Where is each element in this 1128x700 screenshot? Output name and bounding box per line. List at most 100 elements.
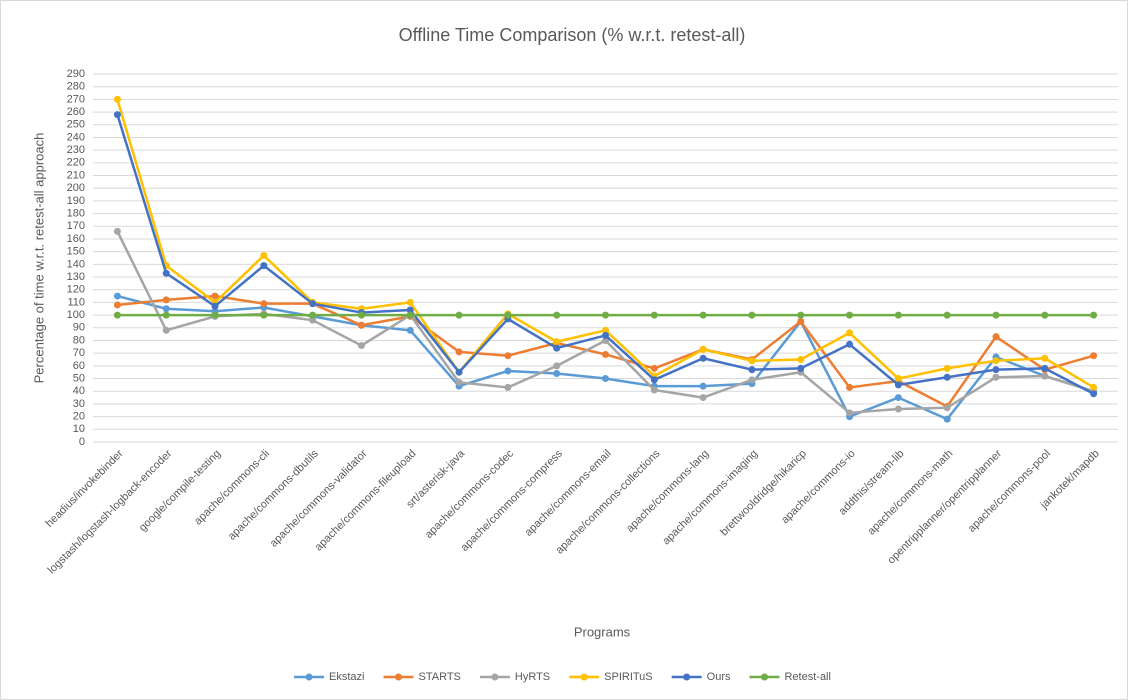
point-marker [113, 292, 121, 300]
point-marker [211, 311, 219, 319]
point-marker [406, 306, 414, 314]
point-marker [406, 298, 414, 306]
y-tick-label: 240 [67, 131, 85, 143]
point-marker [846, 340, 854, 348]
y-tick-label: 90 [73, 322, 85, 334]
point-marker [748, 366, 756, 374]
y-tick-label: 50 [73, 372, 85, 384]
y-tick-label: 230 [67, 144, 85, 156]
point-marker [1090, 390, 1098, 398]
point-marker [894, 394, 902, 402]
point-marker [602, 311, 609, 319]
y-tick-label: 0 [79, 436, 85, 448]
point-marker [650, 386, 658, 394]
point-marker [602, 331, 609, 339]
point-marker [992, 373, 1000, 381]
point-marker [455, 348, 463, 356]
y-tick-label: 70 [73, 347, 85, 359]
point-marker [113, 311, 121, 319]
legend-label: Ours [707, 671, 731, 683]
legend-label: Ekstazi [329, 671, 364, 683]
legend-marker [683, 673, 691, 681]
point-marker [602, 326, 609, 334]
point-marker [113, 227, 121, 235]
point-marker [357, 342, 365, 350]
point-marker [943, 373, 951, 381]
point-marker [797, 311, 805, 319]
point-marker [894, 311, 902, 319]
y-tick-label: 290 [67, 68, 85, 80]
legend-marker [395, 673, 403, 681]
point-marker [504, 383, 512, 391]
point-marker [894, 381, 902, 389]
point-marker [1041, 372, 1049, 380]
point-marker [602, 375, 609, 383]
y-tick-label: 100 [67, 309, 85, 321]
point-marker [846, 383, 854, 391]
point-marker [797, 364, 805, 372]
point-marker [699, 394, 707, 402]
legend-label: STARTS [419, 671, 461, 683]
point-marker [602, 336, 609, 344]
y-tick-label: 80 [73, 334, 85, 346]
point-marker [1041, 364, 1049, 372]
point-marker [748, 357, 756, 365]
point-marker [1090, 352, 1098, 360]
y-tick-label: 190 [67, 195, 85, 207]
point-marker [162, 305, 170, 313]
y-tick-label: 60 [73, 360, 85, 372]
legend-marker [760, 673, 768, 681]
point-marker [992, 366, 1000, 374]
point-marker [699, 311, 707, 319]
y-tick-label: 170 [67, 220, 85, 232]
point-marker [650, 376, 658, 384]
y-tick-label: 200 [67, 182, 85, 194]
point-marker [260, 311, 268, 319]
point-marker [211, 292, 219, 300]
point-marker [162, 326, 170, 334]
y-tick-label: 40 [73, 385, 85, 397]
point-marker [260, 251, 268, 259]
point-marker [260, 300, 268, 308]
y-tick-label: 180 [67, 207, 85, 219]
point-marker [650, 311, 658, 319]
point-marker [455, 311, 463, 319]
point-marker [894, 375, 902, 383]
point-marker [992, 311, 1000, 319]
point-marker [1041, 311, 1049, 319]
point-marker [406, 326, 414, 334]
point-marker [1090, 311, 1098, 319]
point-marker [162, 311, 170, 319]
point-marker [748, 311, 756, 319]
point-marker [553, 344, 561, 352]
y-tick-label: 280 [67, 81, 85, 93]
point-marker [504, 352, 512, 360]
y-tick-label: 250 [67, 119, 85, 131]
point-marker [113, 301, 121, 309]
y-tick-label: 120 [67, 284, 85, 296]
point-marker [357, 311, 365, 319]
chart-title: Offline Time Comparison (% w.r.t. retest… [399, 25, 746, 45]
point-marker [113, 111, 121, 119]
point-marker [748, 376, 756, 384]
point-marker [797, 317, 805, 325]
y-tick-label: 260 [67, 106, 85, 118]
y-tick-label: 130 [67, 271, 85, 283]
legend-marker [491, 673, 499, 681]
point-marker [553, 362, 561, 370]
point-marker [943, 364, 951, 372]
point-marker [1041, 354, 1049, 362]
point-marker [846, 409, 854, 417]
legend-label: SPIRITuS [604, 671, 653, 683]
y-tick-label: 270 [67, 93, 85, 105]
y-tick-label: 160 [67, 233, 85, 245]
point-marker [162, 296, 170, 304]
y-tick-label: 220 [67, 157, 85, 169]
point-marker [992, 333, 1000, 341]
legend-label: Retest-all [784, 671, 830, 683]
point-marker [309, 316, 317, 324]
point-marker [699, 354, 707, 362]
y-tick-label: 140 [67, 258, 85, 270]
